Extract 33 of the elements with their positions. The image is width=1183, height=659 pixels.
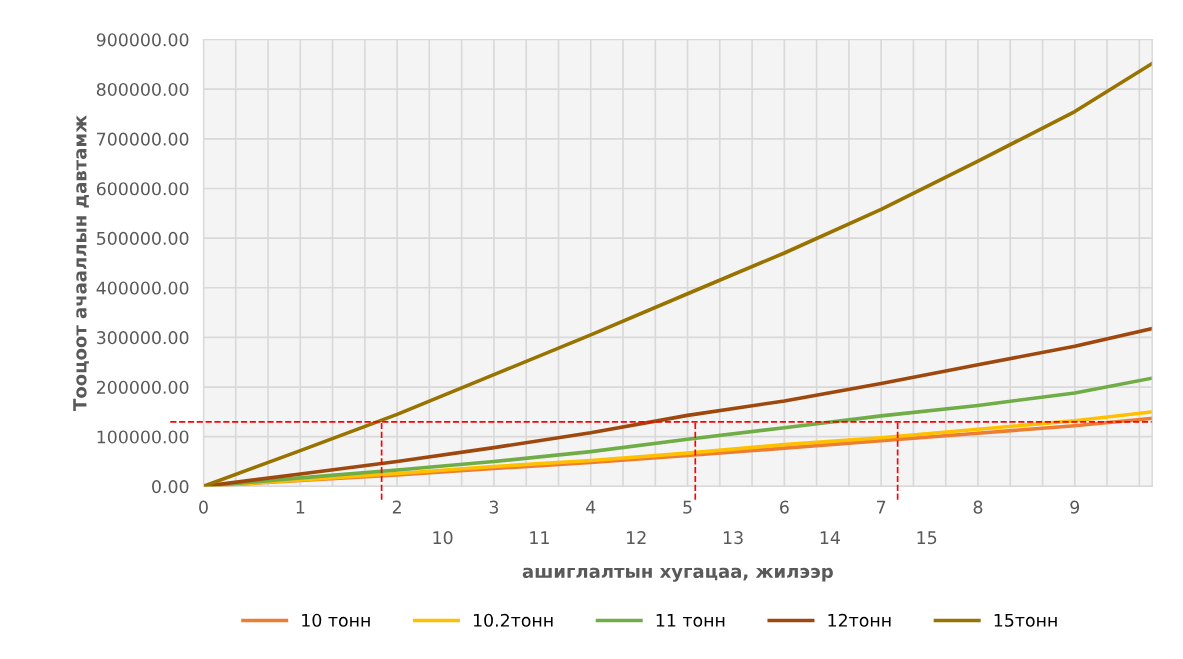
x-tick-label: 5 <box>683 500 692 514</box>
x2-tick-label: 14 <box>820 531 840 544</box>
x-tick-label: 1 <box>296 500 305 514</box>
x2-tick-label: 11 <box>530 531 549 544</box>
x-tick-label: 2 <box>392 500 401 514</box>
y-axis-title: Тооцоот ачааллын давтамж <box>73 115 89 411</box>
x-tick-label: 0 <box>199 500 208 514</box>
legend-label: 10.2тонн <box>473 613 553 627</box>
y-tick-label: 100000.00 <box>97 430 189 444</box>
y-tick-label: 0.00 <box>152 480 189 494</box>
y-tick-label: 600000.00 <box>96 182 189 196</box>
x2-tick-label: 10 <box>433 531 453 545</box>
y-tick-label: 800000.00 <box>96 82 189 97</box>
x2-tick-label: 15 <box>917 531 937 545</box>
legend-label: 10 тонн <box>302 613 370 627</box>
x-tick-label: 7 <box>877 500 886 514</box>
x-tick-label: 8 <box>973 500 983 514</box>
x-tick-label: 4 <box>586 500 596 514</box>
x-axis-title: ашиглалтын хугацаа, жилээр <box>522 567 833 582</box>
y-tick-label: 500000.00 <box>97 231 189 245</box>
y-tick-label: 200000.00 <box>96 380 189 394</box>
x-tick-label: 9 <box>1070 500 1080 514</box>
y-tick-label: 300000.00 <box>97 331 189 345</box>
y-tick-label: 700000.00 <box>97 132 189 146</box>
x-tick-label: 3 <box>489 500 499 514</box>
legend-label: 12тонн <box>828 613 891 627</box>
y-tick-label: 900000.00 <box>96 33 189 47</box>
legend-label: 15тонн <box>994 613 1057 627</box>
x2-tick-label: 13 <box>723 531 743 545</box>
y-tick-label: 400000.00 <box>96 281 189 295</box>
x-tick-label: 6 <box>780 500 789 514</box>
legend-label: 11 тонн <box>656 613 725 627</box>
x2-tick-label: 12 <box>627 531 646 544</box>
